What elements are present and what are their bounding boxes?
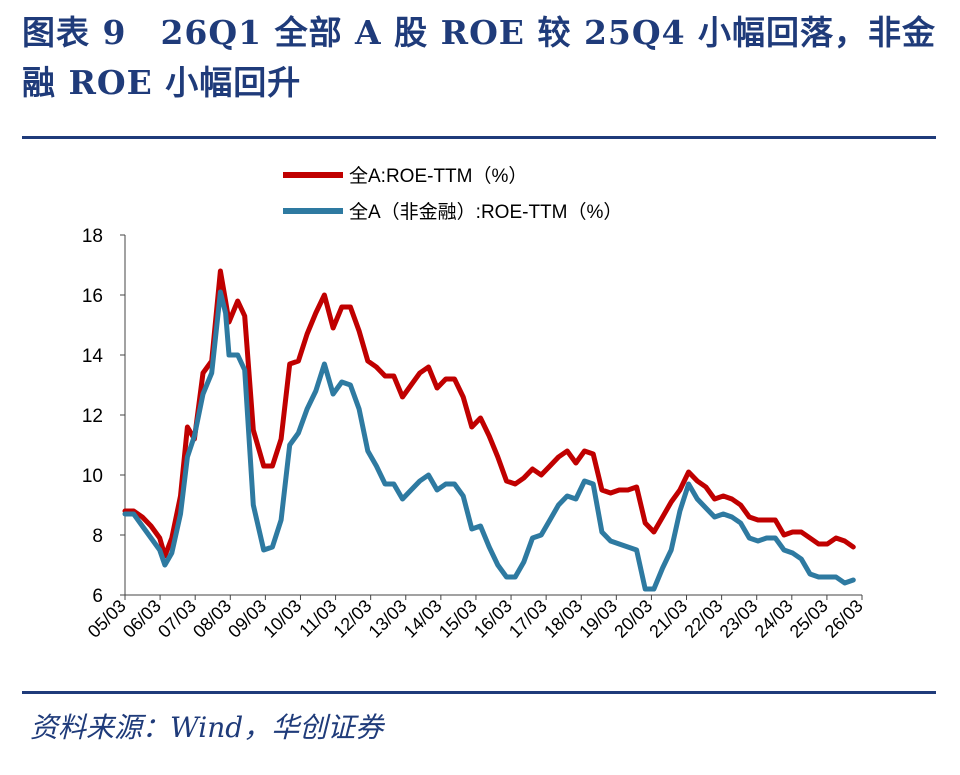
y-tick-label: 12	[82, 406, 103, 427]
y-tick-label: 10	[82, 466, 103, 487]
legend-label-1: 全A:ROE-TTM（%）	[349, 165, 527, 187]
x-tick-label: 24/03	[751, 596, 797, 642]
x-tick-label: 22/03	[680, 596, 726, 642]
x-tick-label: 18/03	[540, 596, 586, 642]
x-tick-label: 05/03	[84, 596, 130, 642]
bottom-divider	[22, 691, 936, 694]
series-line-1	[122, 268, 856, 559]
y-tick-label: 8	[92, 526, 103, 547]
x-tick-label: 23/03	[716, 596, 762, 642]
y-tick-label: 16	[82, 286, 103, 307]
y-tick-label: 6	[92, 586, 103, 607]
roe-line-chart: 6 8 10 12 14 16 18 05/0306/0307/0308/0309/0310/…	[82, 165, 867, 642]
x-tick-label: 21/03	[645, 596, 691, 642]
x-tick-label: 10/03	[259, 596, 305, 642]
x-tick-label: 11/03	[295, 596, 340, 641]
series-line-2	[122, 289, 856, 592]
x-tick-label: 12/03	[330, 596, 376, 642]
x-tick-label: 19/03	[575, 596, 621, 642]
source-note: 资料来源：Wind，华创证券	[30, 711, 384, 744]
x-tick-label: 26/03	[821, 596, 867, 642]
x-tick-label: 08/03	[189, 596, 235, 642]
x-tick-label: 07/03	[154, 596, 200, 642]
x-tick-label: 17/03	[505, 596, 551, 642]
x-tick-label: 25/03	[786, 596, 832, 642]
x-tick-label: 09/03	[224, 596, 270, 642]
y-tick-label: 18	[82, 226, 103, 247]
legend-label-2: 全A（非金融）:ROE-TTM（%）	[349, 201, 622, 223]
top-divider	[22, 136, 936, 139]
x-tick-label: 20/03	[610, 596, 656, 642]
x-tick-label: 16/03	[470, 596, 516, 642]
chart-title: 图表 9 26Q1 全部 A 股 ROE 较 25Q4 小幅回落，非金融 ROE…	[22, 13, 937, 102]
y-tick-label: 14	[82, 346, 104, 367]
x-tick-label: 15/03	[435, 596, 481, 642]
x-tick-label: 13/03	[365, 596, 411, 642]
x-tick-label: 06/03	[119, 596, 165, 642]
x-tick-label: 14/03	[400, 596, 446, 642]
